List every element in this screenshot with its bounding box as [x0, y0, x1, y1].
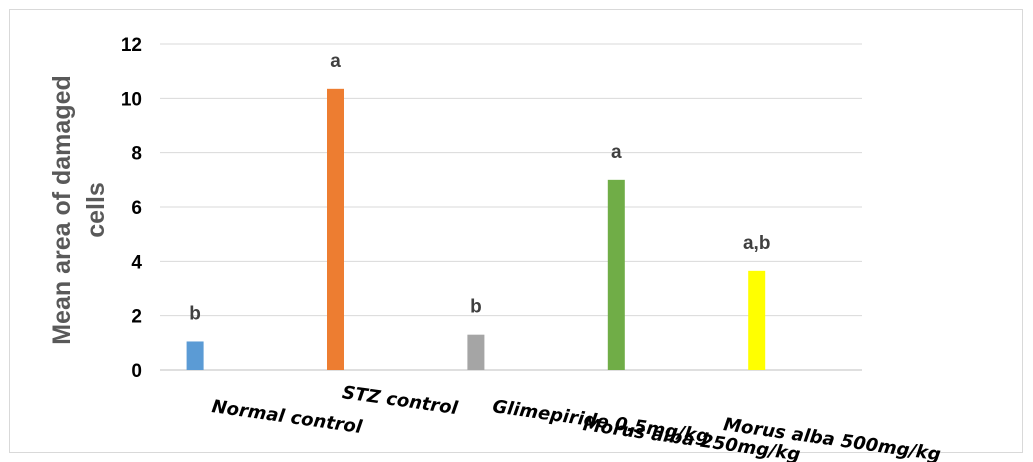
- bar: [748, 270, 766, 370]
- data-label: b: [470, 297, 482, 318]
- y-tick-label: 12: [121, 35, 142, 56]
- data-labels: b a b a a,b: [189, 51, 770, 325]
- bar: [327, 88, 344, 370]
- y-tick-label: 4: [131, 252, 142, 273]
- bar: [467, 334, 485, 370]
- y-tick-label: 2: [131, 307, 142, 328]
- data-label: a: [330, 51, 341, 72]
- category-label: STZ control: [341, 382, 460, 419]
- y-tick-label: 6: [131, 198, 142, 219]
- bar: [186, 341, 204, 370]
- y-tick-label: 10: [121, 89, 142, 110]
- data-label: a: [611, 142, 622, 163]
- bars: [186, 88, 766, 370]
- y-tick-labels: 0 2 4 6 8 10 12: [121, 35, 143, 382]
- data-label: b: [189, 303, 201, 324]
- data-label: a,b: [743, 233, 770, 254]
- chart-frame: [9, 9, 1023, 453]
- y-axis-title: Mean area of damaged cells: [48, 75, 110, 345]
- bar: [607, 179, 625, 370]
- y-tick-label: 0: [131, 361, 142, 382]
- y-tick-label: 8: [131, 144, 142, 165]
- gridlines: [160, 43, 862, 371]
